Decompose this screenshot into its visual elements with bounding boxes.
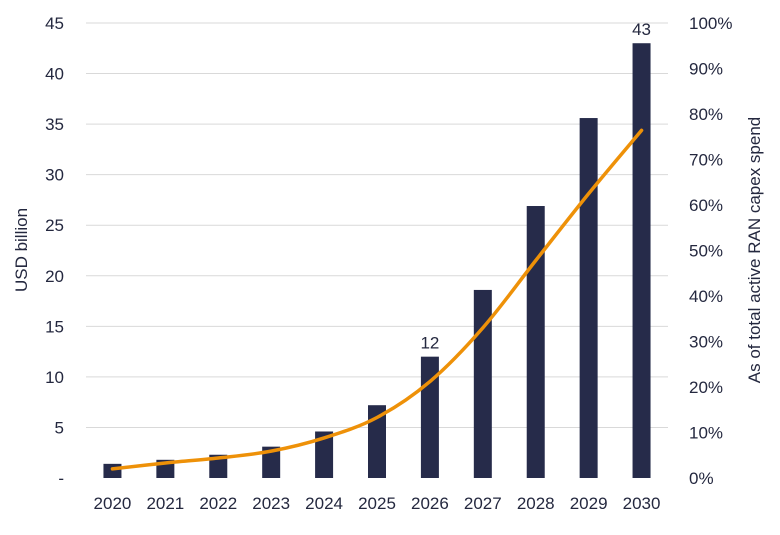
bar (368, 405, 386, 478)
y-tick-label: 35 (45, 115, 64, 134)
bar (526, 206, 545, 478)
y2-tick-label: 10% (689, 424, 723, 443)
bar-series (103, 43, 651, 479)
y2-tick-label: 80% (689, 105, 723, 124)
x-tick-label: 2030 (623, 494, 661, 513)
y-axis-left-title: USD billion (12, 208, 31, 292)
x-tick-label: 2028 (517, 494, 555, 513)
y-tick-label: 25 (45, 216, 64, 235)
y2-tick-label: 40% (689, 287, 723, 306)
y-axis-left-ticks: - 5 10 15 20 25 30 35 40 45 (45, 14, 64, 488)
data-labels: 12 43 (420, 20, 651, 352)
x-tick-label: 2024 (305, 494, 343, 513)
bar (103, 463, 122, 478)
x-tick-label: 2029 (570, 494, 608, 513)
bar-data-label: 43 (632, 20, 651, 39)
y2-tick-label: 60% (689, 196, 723, 215)
y-tick-label: 20 (45, 267, 64, 286)
x-tick-label: 2020 (94, 494, 132, 513)
y-tick-label: - (58, 469, 64, 488)
x-tick-label: 2022 (199, 494, 237, 513)
y-tick-label: 15 (45, 317, 64, 336)
bar (579, 118, 598, 479)
bar-data-label: 12 (420, 334, 439, 353)
x-tick-label: 2025 (358, 494, 396, 513)
y2-tick-label: 0% (689, 469, 714, 488)
line-series (110, 128, 644, 471)
x-tick-label: 2027 (464, 494, 502, 513)
bar (262, 446, 281, 478)
x-axis-ticks: 2020 2021 2022 2023 2024 2025 2026 2027 2028 2029… (94, 494, 661, 513)
line-path (110, 128, 644, 471)
y2-tick-label: 30% (689, 333, 723, 352)
y2-tick-label: 20% (689, 378, 723, 397)
x-tick-label: 2021 (146, 494, 184, 513)
y-axis-right-ticks: 0% 10% 20% 30% 40% 50% 60% 70% 80% 90% 100% (689, 14, 732, 488)
bar (209, 454, 228, 478)
y-tick-label: 40 (45, 65, 64, 84)
bar (473, 289, 492, 478)
x-tick-label: 2026 (411, 494, 449, 513)
y-tick-label: 45 (45, 14, 64, 33)
bar (632, 43, 651, 478)
y2-tick-label: 50% (689, 242, 723, 261)
y2-tick-label: 90% (689, 60, 723, 79)
y2-tick-label: 100% (689, 14, 732, 33)
y-tick-label: 10 (45, 368, 64, 387)
y-tick-label: 30 (45, 166, 64, 185)
y2-tick-label: 70% (689, 151, 723, 170)
bar (315, 431, 334, 478)
y-tick-label: 5 (55, 418, 64, 437)
y-axis-right-title: As of total active RAN capex spend (745, 117, 764, 383)
x-tick-label: 2023 (252, 494, 290, 513)
gridlines (86, 22, 668, 428)
